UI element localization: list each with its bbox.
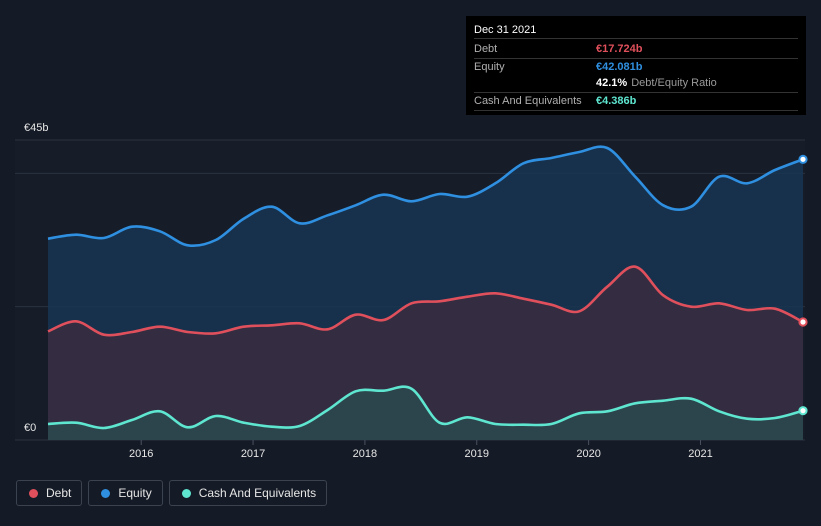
y-axis-top-label: €45b — [24, 122, 49, 134]
tooltip-row-equity: Equity €42.081b — [474, 59, 798, 75]
x-tick-label-2019: 2019 — [465, 448, 489, 460]
legend-dot-debt — [29, 488, 38, 498]
x-tick-label-2018: 2018 — [353, 448, 377, 460]
legend-dot-cash — [181, 488, 191, 498]
tooltip-row-cash: Cash And Equivalents €4.386b — [474, 93, 798, 111]
line-equity — [47, 145, 804, 248]
legend-item-cash[interactable]: Cash And Equivalents — [168, 480, 328, 506]
tooltip-ratio-label: Debt/Equity Ratio — [631, 77, 717, 89]
tooltip-debt-label: Debt — [474, 43, 498, 55]
area-cash-and-equivalents — [48, 386, 803, 440]
endpoint-equity — [798, 154, 808, 164]
area-debt — [48, 266, 803, 440]
tooltip-equity-label: Equity — [474, 61, 505, 73]
x-axis-ticks: 2016 2017 2018 2019 2020 2021 — [129, 440, 713, 460]
x-tick-label-2016: 2016 — [129, 448, 153, 460]
tooltip-row-debt: Debt €17.724b — [474, 41, 798, 59]
endpoint-debt — [798, 317, 808, 327]
tooltip: Dec 31 2021 Debt €17.724b Equity €42.081… — [466, 16, 806, 115]
legend-label-cash: Cash And Equivalents — [198, 486, 317, 500]
legend-label-debt: Debt — [46, 486, 72, 500]
tooltip-equity-value: €42.081b — [596, 61, 643, 73]
line-debt — [47, 265, 804, 337]
legend-dot-equity — [101, 488, 111, 498]
y-axis-bottom-label: €0 — [24, 422, 37, 434]
endpoint-cash-and-equivalents — [798, 406, 808, 416]
legend-item-debt[interactable]: Debt — [16, 480, 83, 506]
line-cash-and-equivalents — [47, 385, 804, 430]
legend: Debt Equity Cash And Equivalents — [16, 480, 328, 506]
tooltip-cash-value: €4.386b — [596, 95, 637, 107]
series-areas — [48, 146, 803, 440]
tooltip-row-ratio: 42.1% Debt/Equity Ratio — [474, 75, 798, 93]
tooltip-ratio-value: 42.1% — [596, 77, 628, 89]
series-lines — [47, 145, 808, 430]
tooltip-debt-value: €17.724b — [596, 43, 643, 55]
legend-item-equity[interactable]: Equity — [88, 480, 163, 506]
tooltip-date: Dec 31 2021 — [474, 22, 798, 39]
x-tick-label-2017: 2017 — [241, 448, 265, 460]
x-tick-label-2021: 2021 — [688, 448, 712, 460]
tooltip-cash-label: Cash And Equivalents — [474, 95, 582, 107]
legend-label-equity: Equity — [118, 486, 152, 500]
x-tick-label-2020: 2020 — [576, 448, 600, 460]
